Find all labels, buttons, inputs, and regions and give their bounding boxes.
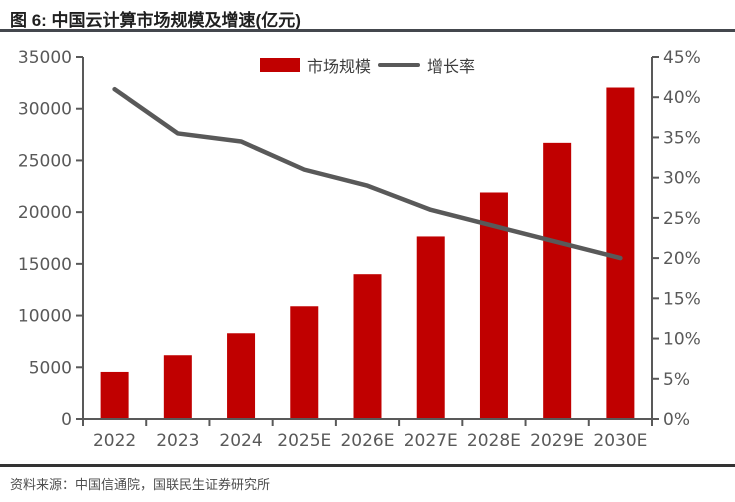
right-tick-label: 25%: [663, 209, 701, 229]
left-tick-label: 25000: [18, 151, 72, 171]
x-tick-label: 2026E: [340, 431, 394, 451]
figure-title: 图 6: 中国云计算市场规模及增速(亿元): [10, 11, 301, 30]
right-tick-label: 15%: [663, 289, 701, 309]
bar-2027E: [416, 236, 445, 419]
chart-canvas: 0 5000 10000 15000 20000 25000 30000 35000 0% 5% 1…: [18, 48, 701, 451]
left-tick-label: 35000: [18, 48, 72, 68]
x-tick-label: 2027E: [404, 431, 458, 451]
right-tick-label: 45%: [663, 48, 701, 68]
x-tick-label: 2028E: [467, 431, 521, 451]
x-tick-label: 2024: [219, 431, 262, 451]
left-tick-label: 5000: [29, 358, 72, 378]
right-tick-label: 30%: [663, 169, 701, 189]
bar-2030E: [606, 87, 635, 420]
bar-2026E: [353, 274, 382, 419]
bar-2025E: [290, 306, 319, 419]
left-tick-label: 0: [61, 410, 72, 430]
x-tick-label: 2023: [156, 431, 199, 451]
right-tick-label: 0%: [663, 410, 690, 430]
right-tick-label: 20%: [663, 249, 701, 269]
bar-2022: [100, 371, 129, 419]
bar-2024: [227, 333, 256, 419]
footer-divider: [0, 464, 735, 467]
source-note: 资料来源：中国信通院，国联民生证券研究所: [10, 477, 271, 492]
right-tick-label: 35%: [663, 128, 701, 148]
left-tick-label: 15000: [18, 255, 72, 275]
right-tick-label: 5%: [663, 370, 690, 390]
x-tick-label: 2022: [93, 431, 136, 451]
right-tick-label: 40%: [663, 88, 701, 108]
growth-rate-line: [112, 86, 623, 261]
right-tick-label: 10%: [663, 330, 701, 350]
bar-2029E: [543, 142, 572, 419]
left-tick-label: 10000: [18, 307, 72, 327]
chart-area: 0 5000 10000 15000 20000 25000 30000 35000 0% 5% 1…: [0, 45, 735, 455]
x-tick-label: 2030E: [593, 431, 647, 451]
left-tick-label: 30000: [18, 100, 72, 120]
bar-2023: [163, 355, 192, 419]
x-tick-label: 2025E: [277, 431, 331, 451]
left-tick-label: 20000: [18, 203, 72, 223]
x-tick-label: 2029E: [530, 431, 584, 451]
title-underline: [0, 29, 735, 32]
